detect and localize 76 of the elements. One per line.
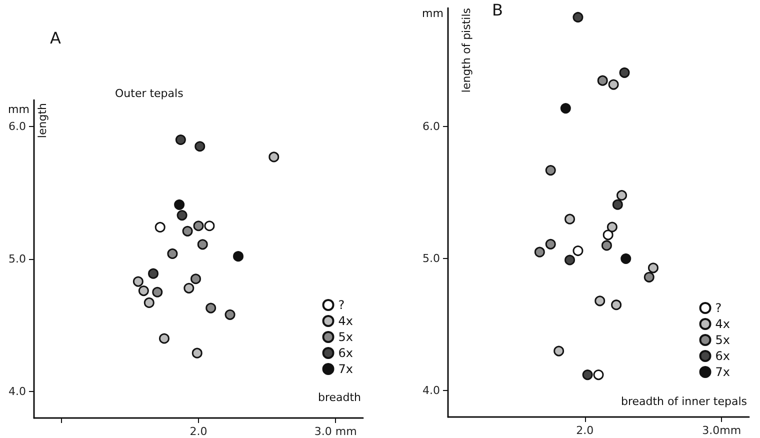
point [545, 165, 556, 176]
point [602, 230, 614, 240]
legend-label: 5x [338, 330, 354, 344]
point [192, 348, 202, 358]
y-tick-label: 4.0 [422, 384, 440, 398]
point [560, 103, 571, 114]
legend-label: 7x [715, 365, 730, 379]
point [204, 220, 215, 232]
point [620, 253, 632, 264]
legend-label: ? [338, 298, 345, 312]
point [572, 12, 584, 22]
y-tick-label: 6.0 [422, 120, 440, 134]
point [268, 152, 280, 162]
legend-label: 5x [715, 333, 730, 347]
point [233, 251, 244, 262]
x-tick-label: 2.0 [190, 425, 208, 438]
chart-title: A [50, 28, 61, 48]
y-tick-label: 6.0 [8, 120, 26, 133]
point [554, 346, 564, 356]
point [184, 282, 194, 294]
point [167, 248, 178, 259]
point [601, 240, 612, 251]
text: mm [8, 103, 30, 116]
point [616, 190, 628, 201]
point [594, 296, 606, 306]
point [144, 297, 154, 308]
point [644, 272, 654, 282]
y-tick-label: 5.0 [8, 252, 26, 266]
point [206, 302, 216, 314]
x-axis-title: breadth [318, 391, 362, 404]
point [572, 246, 584, 256]
point [190, 274, 202, 284]
point [158, 333, 170, 344]
text: mm [422, 7, 444, 20]
point [545, 238, 556, 250]
legend-label: 6x [338, 346, 354, 360]
point [611, 300, 622, 310]
point [197, 239, 208, 250]
point [534, 246, 545, 258]
point [175, 134, 186, 145]
chart-title: B [492, 0, 503, 20]
point [148, 268, 159, 279]
legend-label: ? [715, 301, 722, 315]
legend-label: 7x [338, 362, 354, 376]
point [174, 199, 185, 210]
point [224, 309, 236, 320]
point [597, 75, 608, 86]
x-tick-label: 2.0 [576, 424, 594, 437]
point [564, 254, 576, 266]
legend-label: 4x [338, 314, 354, 328]
point [193, 220, 204, 232]
point [176, 210, 188, 221]
y-axis-title: length [36, 102, 49, 138]
point [138, 286, 149, 296]
point [194, 141, 206, 152]
point [132, 276, 144, 287]
legend-label: 6x [715, 349, 730, 363]
point [152, 286, 163, 298]
point [182, 226, 193, 236]
point [582, 370, 593, 380]
x-tick-label: 3.0mm [702, 424, 742, 437]
point [593, 370, 604, 380]
point [606, 222, 618, 232]
y-tick-label: 4.0 [8, 385, 26, 398]
x-tick-label: 3.0 mm [314, 425, 357, 438]
point [619, 67, 630, 78]
y-axis-title: length of pistils [460, 8, 473, 93]
legend-label: 4x [715, 317, 730, 331]
point [648, 262, 658, 274]
point [154, 222, 166, 232]
chart-subtitle: Outer tepals [115, 87, 184, 100]
y-tick-label: 5.0 [422, 252, 440, 266]
point [608, 79, 619, 90]
point [564, 214, 576, 224]
point [612, 199, 623, 210]
x-axis-title: breadth of inner tepals [620, 395, 748, 408]
